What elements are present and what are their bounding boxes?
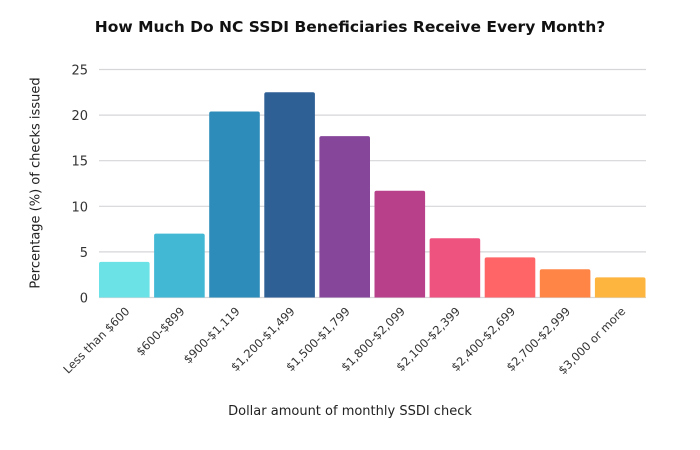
y-tick-label: 5 [80,246,88,261]
bar [264,92,315,298]
bar [484,257,536,298]
x-tick-label: $900-$1,119 [181,304,243,366]
bar [209,111,260,298]
y-tick-label: 10 [71,200,88,215]
bar [429,238,481,298]
y-tick-label: 25 [71,64,88,79]
bar [154,233,205,298]
bar [594,277,646,298]
chart-title: How Much Do NC SSDI Beneficiaries Receiv… [94,18,606,36]
y-tick-label: 0 [80,292,88,307]
bar [374,190,426,298]
y-tick-label: 20 [71,109,88,124]
bar [539,269,591,298]
y-tick-label: 15 [71,155,88,170]
bar [319,136,370,298]
bar [99,261,150,298]
x-axis-label: Dollar amount of monthly SSDI check [228,404,472,419]
x-tick-label: $600-$899 [133,304,187,358]
x-tick-label: Less than $600 [60,304,132,376]
